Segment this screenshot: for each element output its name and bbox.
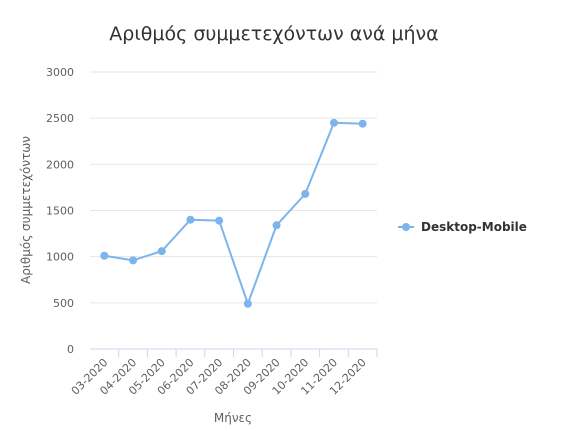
data-point [329, 118, 338, 127]
y-axis-title: Αριθμός συμμετεχόντων [19, 136, 33, 284]
y-tick-label: 0 [67, 343, 74, 356]
legend[interactable]: Desktop-Mobile [398, 220, 527, 234]
series-line [103, 121, 364, 305]
chart-title: Αριθμός συμμετεχόντων ανά μήνα [109, 23, 438, 45]
data-point [358, 119, 367, 128]
legend-dot-marker [402, 223, 410, 231]
y-tick-label: 1000 [46, 251, 74, 264]
y-tick-label: 2000 [46, 158, 74, 171]
data-point [100, 251, 109, 260]
y-axis: 0 500 1000 1500 2000 2500 3000 [46, 66, 74, 356]
data-point [301, 189, 310, 198]
gridlines [90, 71, 377, 304]
data-point [129, 256, 138, 265]
data-point [272, 221, 281, 230]
series-desktop-mobile[interactable] [100, 118, 367, 308]
x-axis: 03-202004-202005-202006-202007-202008-20… [69, 349, 378, 398]
x-axis-title: Μήνες [214, 411, 252, 425]
data-point [243, 299, 252, 308]
y-tick-label: 2500 [46, 112, 74, 125]
y-tick-label: 1500 [46, 205, 74, 218]
legend-label[interactable]: Desktop-Mobile [421, 220, 527, 234]
data-point [215, 216, 224, 225]
data-point [157, 247, 166, 256]
y-tick-label: 500 [53, 297, 74, 310]
data-point [186, 215, 195, 224]
y-tick-label: 3000 [46, 66, 74, 79]
